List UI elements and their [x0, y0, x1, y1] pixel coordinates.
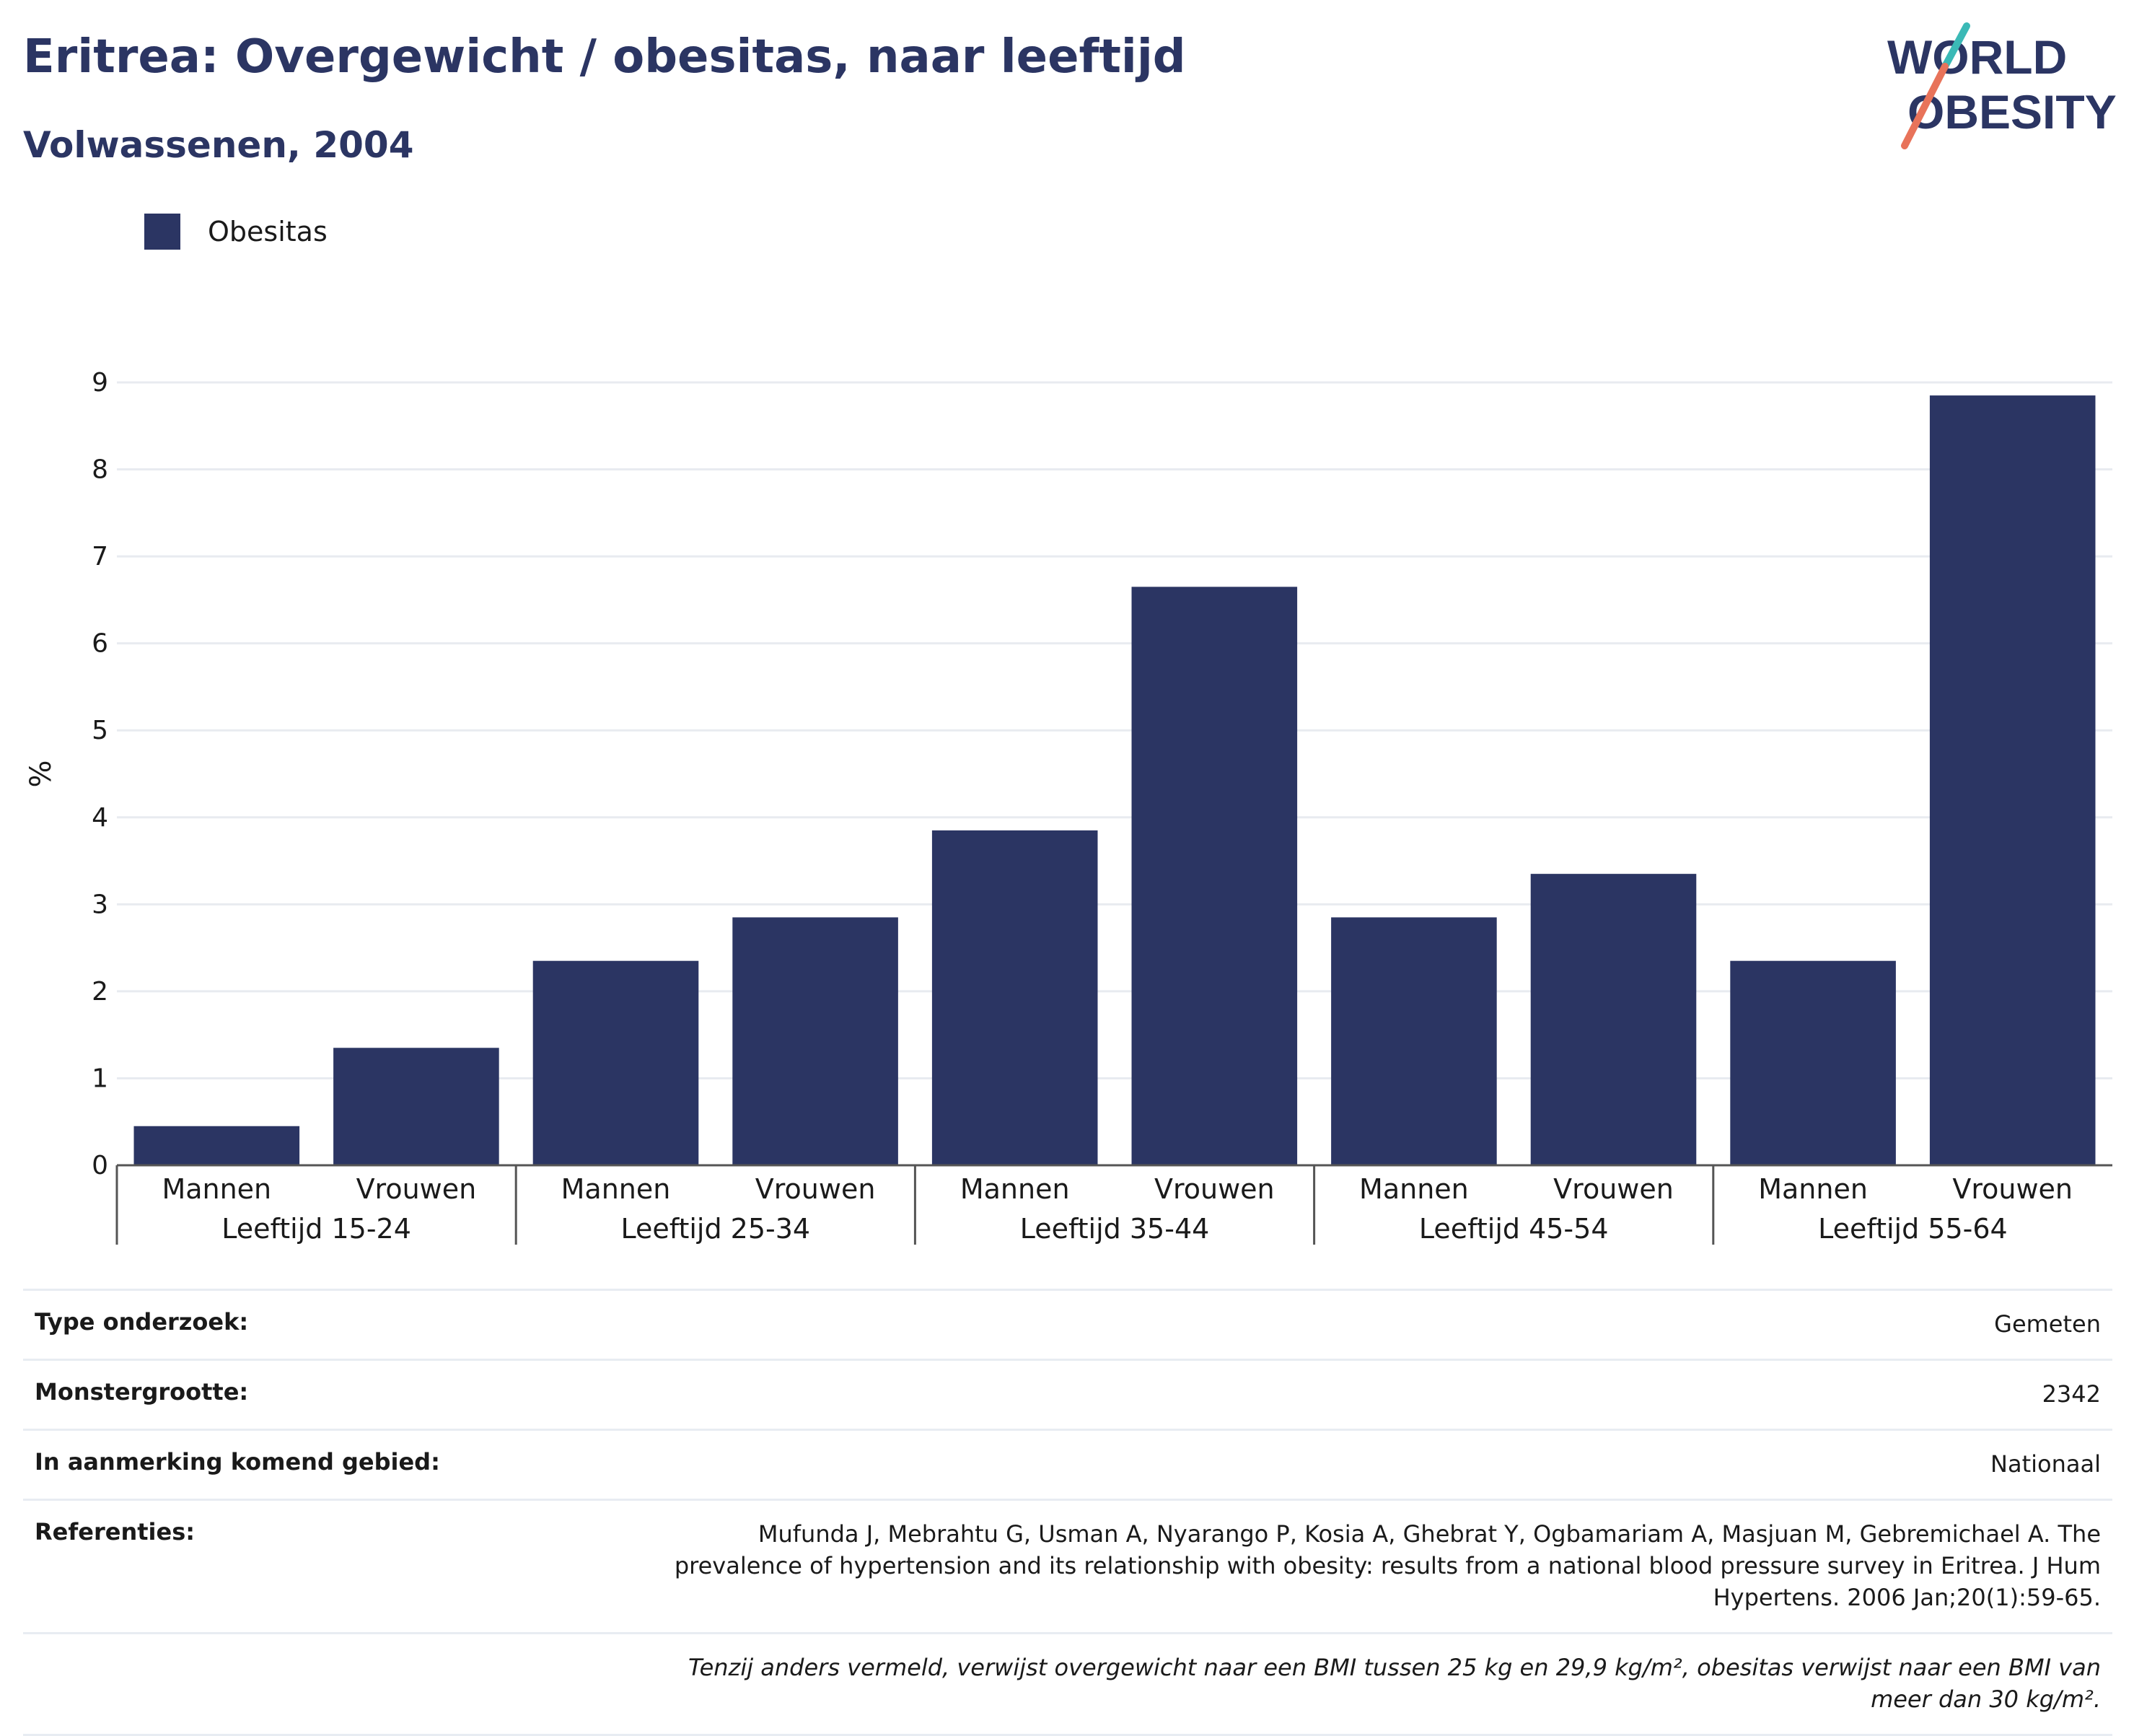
- info-row-note: Tenzij anders vermeld, verwijst overgewi…: [23, 1632, 2112, 1736]
- bar-chart: 0 1 2 3 4 5 6 7 8 9% Mannen Vrouwen Leeftijd 15-24 Ma…: [25, 368, 2112, 1245]
- bar: [133, 1126, 300, 1165]
- y-tick-label: 8: [92, 455, 108, 485]
- logo-line-world: WORLD: [1887, 30, 2067, 84]
- bar: [931, 830, 1098, 1165]
- bar: [1331, 917, 1497, 1165]
- info-value-sample: 2342: [2042, 1380, 2101, 1408]
- x-group-label: Leeftijd 35-44: [1020, 1213, 1210, 1245]
- y-axis-label: %: [25, 760, 58, 787]
- logo-slash-teal: [1941, 22, 1970, 70]
- legend-label[interactable]: Obesitas: [208, 216, 328, 247]
- world-obesity-logo: WORLD OBESITY: [1887, 22, 2117, 149]
- x-tick-label: Vrouwen: [1154, 1173, 1275, 1205]
- legend-swatch[interactable]: [144, 214, 180, 250]
- logo-line-obesity: OBESITY: [1907, 85, 2117, 139]
- y-tick-label: 9: [92, 368, 108, 398]
- info-row-references: Referenties: Mufunda J, Mebrahtu G, Usma…: [23, 1499, 2112, 1632]
- y-tick-label: 2: [92, 977, 108, 1007]
- x-tick-label: Mannen: [1359, 1173, 1469, 1205]
- y-tick-label: 5: [92, 716, 108, 745]
- info-value-area: Nationaal: [1990, 1450, 2101, 1478]
- info-key-sample: Monstergrootte:: [35, 1378, 249, 1406]
- x-group-label: Leeftijd 15-24: [221, 1213, 411, 1245]
- bar: [532, 960, 699, 1165]
- y-tick-label: 6: [92, 629, 108, 659]
- y-tick-label: 1: [92, 1064, 108, 1093]
- x-tick-label: Vrouwen: [1952, 1173, 2073, 1205]
- info-value-type: Gemeten: [1994, 1310, 2101, 1338]
- info-key-references: Referenties:: [35, 1518, 196, 1546]
- info-value-references: Mufunda J, Mebrahtu G, Usman A, Nyarango…: [674, 1520, 2101, 1611]
- bar: [732, 917, 898, 1165]
- info-key-area: In aanmerking komend gebied:: [35, 1448, 440, 1476]
- info-table: Type onderzoek: Gemeten Monstergrootte: …: [23, 1289, 2112, 1736]
- x-group-label: Leeftijd 25-34: [620, 1213, 810, 1245]
- x-group-label: Leeftijd 45-54: [1419, 1213, 1609, 1245]
- bar: [1530, 874, 1697, 1165]
- bmi-definition-note: Tenzij anders vermeld, verwijst overgewi…: [688, 1654, 2101, 1713]
- bar: [333, 1048, 499, 1165]
- x-tick-label: Vrouwen: [755, 1173, 876, 1205]
- x-tick-label: Mannen: [960, 1173, 1070, 1205]
- chart-subtitle: Volwassenen, 2004: [23, 124, 414, 166]
- bar: [1131, 587, 1298, 1165]
- info-row-sample: Monstergrootte: 2342: [23, 1359, 2112, 1429]
- logo-slash-coral: [1901, 63, 1949, 149]
- info-key-type: Type onderzoek:: [35, 1308, 249, 1336]
- y-tick-label: 3: [92, 890, 108, 919]
- x-tick-label: Vrouwen: [1553, 1173, 1674, 1205]
- x-tick-label: Vrouwen: [356, 1173, 477, 1205]
- y-tick-label: 7: [92, 542, 108, 571]
- chart-title: Eritrea: Overgewicht / obesitas, naar le…: [23, 30, 1186, 84]
- x-tick-label: Mannen: [162, 1173, 271, 1205]
- x-group-label: Leeftijd 55-64: [1818, 1213, 2008, 1245]
- info-row-area: In aanmerking komend gebied: Nationaal: [23, 1429, 2112, 1499]
- legend: Obesitas: [144, 214, 328, 250]
- x-tick-label: Mannen: [561, 1173, 671, 1205]
- y-tick-label: 4: [92, 803, 108, 833]
- info-row-type: Type onderzoek: Gemeten: [23, 1289, 2112, 1359]
- bar: [1730, 960, 1896, 1165]
- x-tick-label: Mannen: [1758, 1173, 1868, 1205]
- y-tick-label: 0: [92, 1151, 108, 1180]
- bar: [1929, 395, 2096, 1166]
